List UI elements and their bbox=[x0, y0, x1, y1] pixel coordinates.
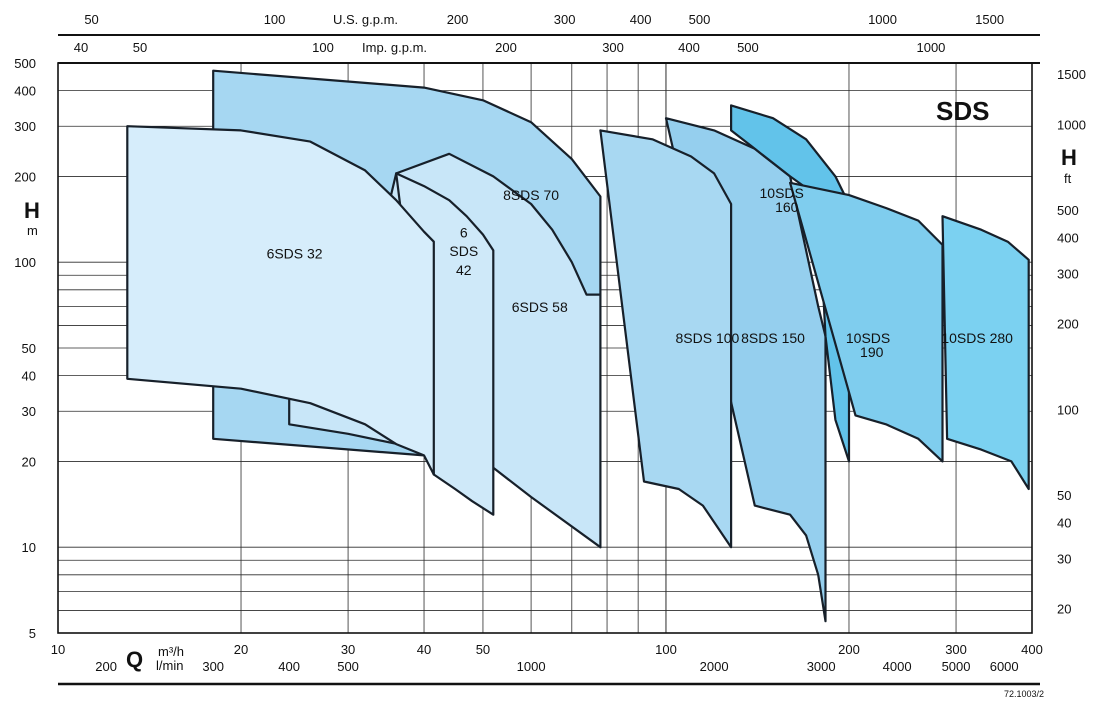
x-tick-label-m3h: 50 bbox=[476, 642, 490, 657]
x-tick-label-lmin: 2000 bbox=[700, 659, 729, 674]
x-tick-label-lmin: 5000 bbox=[942, 659, 971, 674]
x-tick-label-m3h: 100 bbox=[655, 642, 677, 657]
curve-areas bbox=[126, 69, 1030, 623]
curve-labels: 8SDS 70 6SDS 58 6SDS 32 6 SDS 42 8SDS 100 8SDS … bbox=[267, 185, 1014, 360]
chart-title: SDS bbox=[936, 96, 989, 126]
x-tick-label-m3h: 20 bbox=[234, 642, 248, 657]
y-tick-label-ft: 1500 bbox=[1057, 67, 1086, 82]
x-tick-label-impgpm: 100 bbox=[312, 40, 334, 55]
y-tick-label-ft: 50 bbox=[1057, 488, 1071, 503]
curve-area-8sds-100 bbox=[599, 129, 733, 549]
y-axis-symbol-right: H bbox=[1061, 145, 1077, 170]
curve-area-10sds-280 bbox=[941, 215, 1030, 491]
y-tick-label-ft: 500 bbox=[1057, 203, 1079, 218]
curve-label-10sds-160: 10SDS bbox=[760, 185, 804, 201]
x-tick-label-impgpm: 500 bbox=[737, 40, 759, 55]
x-tick-label-m3h: 40 bbox=[417, 642, 431, 657]
y-tick-label-ft: 1000 bbox=[1057, 117, 1086, 132]
y-tick-label-ft: 200 bbox=[1057, 316, 1079, 331]
x-axis-unit-impgpm: Imp. g.p.m. bbox=[362, 40, 427, 55]
x-tick-label-lmin: 300 bbox=[202, 659, 224, 674]
y-tick-label-m: 20 bbox=[22, 454, 36, 469]
curve-label-6-sds-42: SDS bbox=[449, 243, 478, 259]
y-tick-label-m: 400 bbox=[14, 84, 36, 99]
x-axis-symbol: Q bbox=[126, 647, 143, 672]
y-tick-label-ft: 40 bbox=[1057, 516, 1071, 531]
x-tick-label-usgpm: 400 bbox=[630, 12, 652, 27]
y-tick-label-ft: 300 bbox=[1057, 266, 1079, 281]
y-tick-label-m: 300 bbox=[14, 119, 36, 134]
y-tick-label-m: 200 bbox=[14, 169, 36, 184]
x-tick-label-impgpm: 200 bbox=[495, 40, 517, 55]
y-tick-label-m: 5 bbox=[29, 626, 36, 641]
x-tick-label-impgpm: 50 bbox=[133, 40, 147, 55]
y-tick-label-m: 500 bbox=[14, 56, 36, 71]
y-axis-unit-right: ft bbox=[1064, 171, 1072, 186]
x-axis-unit-m3h: m³/h bbox=[158, 644, 184, 659]
x-tick-label-usgpm: 300 bbox=[554, 12, 576, 27]
x-axis-unit-lmin: l/min bbox=[156, 658, 183, 673]
curve-area-10sds-190 bbox=[789, 181, 944, 463]
curve-label-6-sds-42: 42 bbox=[456, 262, 472, 278]
x-tick-label-usgpm: 500 bbox=[689, 12, 711, 27]
y-tick-label-ft: 30 bbox=[1057, 551, 1071, 566]
x-tick-label-usgpm: 1500 bbox=[975, 12, 1004, 27]
y-tick-label-m: 10 bbox=[22, 540, 36, 555]
curve-label-6sds-58: 6SDS 58 bbox=[512, 299, 568, 315]
x-axis-unit-usgpm: U.S. g.p.m. bbox=[333, 12, 398, 27]
curve-area-6sds-32 bbox=[126, 125, 435, 476]
footnote: 72.1003/2 bbox=[1004, 689, 1044, 699]
axes: 5 10 20 30 40 50 100 200 300 400 500 20 30 40 50 100 200… bbox=[14, 12, 1086, 686]
x-tick-label-m3h: 200 bbox=[838, 642, 860, 657]
x-tick-label-impgpm: 40 bbox=[74, 40, 88, 55]
curve-label-10sds-160: 160 bbox=[775, 199, 799, 215]
curve-label-8sds-100: 8SDS 100 bbox=[676, 330, 740, 346]
curve-label-8sds-70: 8SDS 70 bbox=[503, 187, 559, 203]
x-tick-label-impgpm: 400 bbox=[678, 40, 700, 55]
x-tick-label-usgpm: 50 bbox=[84, 12, 98, 27]
x-tick-label-lmin: 1000 bbox=[517, 659, 546, 674]
x-tick-label-m3h: 10 bbox=[51, 642, 65, 657]
x-tick-label-lmin: 4000 bbox=[883, 659, 912, 674]
curve-label-10sds-190: 190 bbox=[860, 344, 884, 360]
curve-label-8sds-150: 8SDS 150 bbox=[741, 330, 805, 346]
x-tick-label-m3h: 400 bbox=[1021, 642, 1043, 657]
x-tick-label-lmin: 500 bbox=[337, 659, 359, 674]
x-tick-label-impgpm: 300 bbox=[602, 40, 624, 55]
x-tick-label-m3h: 300 bbox=[945, 642, 967, 657]
y-tick-label-ft: 400 bbox=[1057, 231, 1079, 246]
x-tick-label-lmin: 6000 bbox=[990, 659, 1019, 674]
curve-label-10sds-190: 10SDS bbox=[846, 330, 890, 346]
y-tick-label-m: 40 bbox=[22, 369, 36, 384]
curve-label-6-sds-42: 6 bbox=[460, 225, 468, 241]
y-axis-unit-left: m bbox=[27, 223, 38, 238]
x-tick-label-lmin: 3000 bbox=[807, 659, 836, 674]
curve-label-10sds-280: 10SDS 280 bbox=[941, 330, 1013, 346]
y-axis-symbol-left: H bbox=[24, 198, 40, 223]
y-tick-label-m: 30 bbox=[22, 404, 36, 419]
x-tick-label-usgpm: 100 bbox=[264, 12, 286, 27]
x-tick-label-lmin: 400 bbox=[278, 659, 300, 674]
curve-label-6sds-32: 6SDS 32 bbox=[267, 246, 323, 262]
x-tick-label-impgpm: 1000 bbox=[916, 40, 945, 55]
y-tick-label-ft: 100 bbox=[1057, 402, 1079, 417]
y-tick-label-m: 100 bbox=[14, 255, 36, 270]
x-tick-label-usgpm: 1000 bbox=[868, 12, 897, 27]
y-tick-label-ft: 20 bbox=[1057, 601, 1071, 616]
x-tick-label-lmin: 200 bbox=[95, 659, 117, 674]
x-tick-label-m3h: 30 bbox=[341, 642, 355, 657]
y-tick-label-m: 50 bbox=[22, 341, 36, 356]
x-tick-label-usgpm: 200 bbox=[447, 12, 469, 27]
